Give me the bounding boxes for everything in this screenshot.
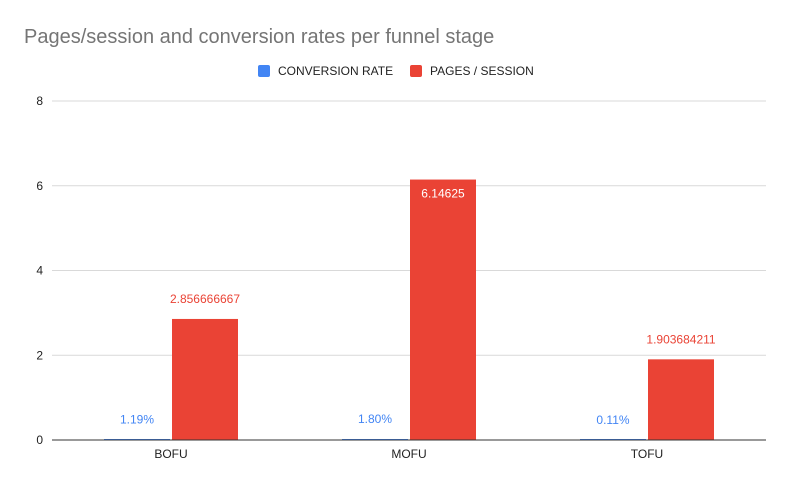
gridlines [52,100,766,356]
legend: CONVERSION RATE PAGES / SESSION [258,64,534,78]
y-tick-label: 8 [36,94,43,108]
data-labels: 1.19% 2.856666667 1.80% 6.14625 0.11% 1.90368… [120,187,716,427]
y-tick-label: 2 [36,348,43,362]
x-category-tofu: TOFU [631,447,663,461]
bar-pages-session-bofu[interactable] [172,318,238,440]
bar-pages-session-mofu[interactable] [410,179,476,440]
x-category-bofu: BOFU [154,447,187,461]
data-label-pages-session-mofu: 6.14625 [421,187,465,201]
legend-swatch-conversion-rate [258,65,270,77]
bars [104,179,714,440]
legend-label-conversion-rate: CONVERSION RATE [278,64,393,78]
chart-title: Pages/session and conversion rates per f… [24,26,494,48]
x-axis-categories: BOFU MOFU TOFU [154,447,663,461]
data-label-conversion-rate-bofu: 1.19% [120,412,154,426]
legend-label-pages-session: PAGES / SESSION [430,64,534,78]
y-tick-label: 6 [36,179,43,193]
data-label-pages-session-tofu: 1.903684211 [646,332,716,346]
data-label-conversion-rate-mofu: 1.80% [358,412,392,426]
legend-item-pages-session[interactable]: PAGES / SESSION [410,64,534,78]
y-axis-ticks: 0 2 4 6 8 [36,94,43,447]
y-tick-label: 0 [36,433,43,447]
y-tick-label: 4 [36,264,43,278]
data-label-pages-session-bofu: 2.856666667 [170,292,240,306]
legend-item-conversion-rate[interactable]: CONVERSION RATE [258,64,393,78]
x-category-mofu: MOFU [391,447,426,461]
data-label-conversion-rate-tofu: 0.11% [596,413,629,427]
bar-pages-session-tofu[interactable] [648,359,714,440]
legend-swatch-pages-session [410,65,422,77]
